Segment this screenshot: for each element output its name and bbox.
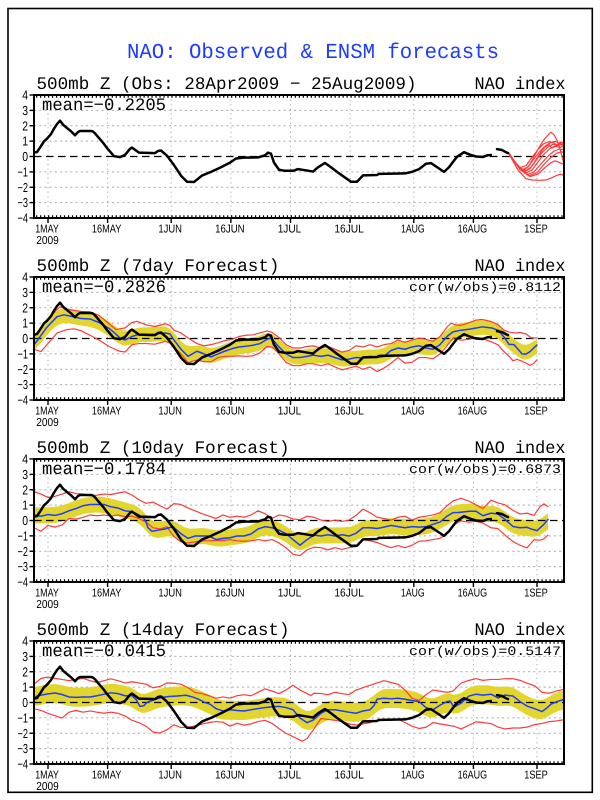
svg-text:1JUL: 1JUL [278, 770, 302, 782]
svg-text:mean=−0.2205: mean=−0.2205 [42, 97, 166, 116]
svg-text:16JUL: 16JUL [334, 770, 364, 782]
svg-text:500mb Z (10day Forecast): 500mb Z (10day Forecast) [37, 439, 290, 459]
svg-text:0: 0 [22, 695, 28, 710]
svg-text:NAO index: NAO index [475, 257, 566, 277]
svg-text:3: 3 [22, 649, 28, 664]
svg-text:16JUL: 16JUL [334, 224, 364, 236]
svg-text:−2: −2 [18, 180, 29, 195]
svg-text:cor(w/obs)=0.6873: cor(w/obs)=0.6873 [409, 462, 561, 477]
svg-text:2: 2 [22, 300, 28, 315]
svg-text:1JUN: 1JUN [158, 770, 182, 782]
svg-text:mean=−0.0415: mean=−0.0415 [42, 643, 166, 662]
svg-text:1AUG: 1AUG [401, 770, 425, 782]
svg-text:500mb Z (7day Forecast): 500mb Z (7day Forecast) [37, 257, 280, 277]
svg-text:1JUL: 1JUL [278, 224, 302, 236]
svg-text:4: 4 [22, 270, 28, 285]
svg-text:1: 1 [22, 316, 28, 331]
svg-text:−3: −3 [18, 559, 29, 574]
svg-text:16AUG: 16AUG [458, 224, 488, 236]
svg-text:1JUN: 1JUN [158, 224, 182, 236]
svg-text:16AUG: 16AUG [458, 770, 488, 782]
svg-text:0: 0 [22, 513, 28, 528]
svg-text:cor(w/obs)=0.5147: cor(w/obs)=0.5147 [409, 644, 561, 659]
svg-text:16MAY: 16MAY [92, 770, 122, 782]
svg-text:1AUG: 1AUG [401, 588, 425, 600]
svg-text:500mb Z (Obs: 28Apr2009 − 25Au: 500mb Z (Obs: 28Apr2009 − 25Aug2009) [37, 75, 417, 95]
svg-text:1SEP: 1SEP [524, 224, 548, 236]
svg-text:−3: −3 [18, 195, 29, 210]
svg-text:4: 4 [22, 452, 28, 467]
svg-text:16MAY: 16MAY [92, 406, 122, 418]
svg-text:1JUN: 1JUN [158, 406, 182, 418]
svg-text:−2: −2 [18, 544, 29, 559]
svg-text:16MAY: 16MAY [92, 224, 122, 236]
svg-text:2009: 2009 [36, 781, 59, 793]
svg-text:16JUL: 16JUL [334, 406, 364, 418]
svg-text:NAO: Observed & ENSM forecasts: NAO: Observed & ENSM forecasts [127, 41, 499, 65]
svg-text:16MAY: 16MAY [92, 588, 122, 600]
svg-text:2: 2 [22, 664, 28, 679]
svg-text:1: 1 [22, 498, 28, 513]
svg-text:0: 0 [22, 331, 28, 346]
svg-text:3: 3 [22, 285, 28, 300]
svg-text:2009: 2009 [36, 417, 59, 429]
svg-text:500mb Z (14day Forecast): 500mb Z (14day Forecast) [37, 621, 290, 641]
svg-text:1MAY: 1MAY [35, 406, 59, 418]
svg-text:4: 4 [22, 88, 28, 103]
svg-text:mean=−0.2826: mean=−0.2826 [42, 279, 166, 298]
svg-text:−4: −4 [18, 575, 29, 590]
svg-text:2: 2 [22, 118, 28, 133]
svg-text:16JUN: 16JUN [215, 588, 245, 600]
svg-text:1AUG: 1AUG [401, 406, 425, 418]
svg-text:−4: −4 [18, 757, 29, 772]
svg-text:16JUL: 16JUL [334, 588, 364, 600]
svg-text:−3: −3 [18, 377, 29, 392]
svg-text:−1: −1 [18, 528, 29, 543]
svg-text:3: 3 [22, 103, 28, 118]
svg-text:NAO index: NAO index [475, 439, 566, 459]
svg-text:1JUL: 1JUL [278, 406, 302, 418]
svg-text:2009: 2009 [36, 235, 59, 247]
svg-text:1AUG: 1AUG [401, 224, 425, 236]
svg-text:−2: −2 [18, 362, 29, 377]
svg-text:3: 3 [22, 467, 28, 482]
svg-text:16JUN: 16JUN [215, 224, 245, 236]
svg-text:1JUL: 1JUL [278, 588, 302, 600]
svg-text:−2: −2 [18, 726, 29, 741]
svg-text:1MAY: 1MAY [35, 224, 59, 236]
svg-text:−4: −4 [18, 393, 29, 408]
svg-text:−1: −1 [18, 710, 29, 725]
svg-text:NAO index: NAO index [475, 621, 566, 641]
svg-text:−3: −3 [18, 741, 29, 756]
svg-text:16JUN: 16JUN [215, 406, 245, 418]
svg-text:16JUN: 16JUN [215, 770, 245, 782]
svg-text:0: 0 [22, 149, 28, 164]
svg-text:1: 1 [22, 134, 28, 149]
svg-text:1: 1 [22, 680, 28, 695]
svg-text:16AUG: 16AUG [458, 406, 488, 418]
svg-text:1SEP: 1SEP [524, 588, 548, 600]
svg-text:16AUG: 16AUG [458, 588, 488, 600]
svg-text:1JUN: 1JUN [158, 588, 182, 600]
svg-text:1SEP: 1SEP [524, 770, 548, 782]
svg-text:cor(w/obs)=0.8112: cor(w/obs)=0.8112 [409, 280, 561, 295]
svg-text:−4: −4 [18, 211, 29, 226]
svg-text:mean=−0.1784: mean=−0.1784 [42, 461, 166, 480]
svg-text:1MAY: 1MAY [35, 588, 59, 600]
svg-text:2009: 2009 [36, 599, 59, 611]
svg-text:−1: −1 [18, 346, 29, 361]
svg-text:2: 2 [22, 482, 28, 497]
svg-text:NAO index: NAO index [475, 75, 566, 95]
svg-text:4: 4 [22, 634, 28, 649]
svg-text:−1: −1 [18, 164, 29, 179]
svg-text:1MAY: 1MAY [35, 770, 59, 782]
svg-text:1SEP: 1SEP [524, 406, 548, 418]
